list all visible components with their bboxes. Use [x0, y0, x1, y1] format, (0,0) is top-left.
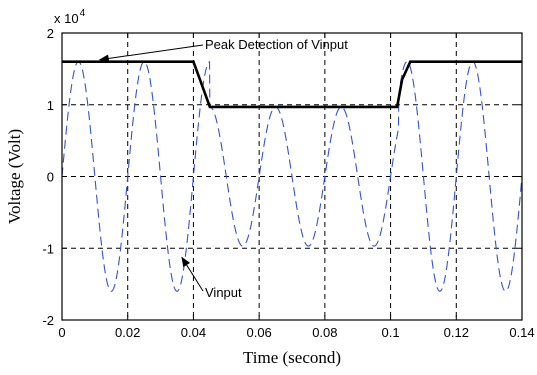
- x-axis-title: Time (second): [243, 348, 341, 367]
- y-exponent-base: x 10: [54, 11, 79, 26]
- y-tick-label: 1: [47, 98, 54, 113]
- tick-labels: 0 0.02 0.04 0.06 0.08 0.1 0.12 0.14 -2 -1 0 1 2: [42, 26, 534, 340]
- x-tick-label: 0.04: [181, 325, 206, 340]
- annotation-vinput: Vinput: [205, 285, 242, 300]
- annotation-arrow: [98, 44, 204, 63]
- y-tick-label: -1: [42, 241, 54, 256]
- x-tick-label: 0.12: [444, 325, 469, 340]
- series-peak-detection-line: [62, 60, 522, 109]
- x-tick-label: 0.08: [312, 325, 337, 340]
- x-tick-label: 0.02: [115, 325, 140, 340]
- annotation-peak-detection: Peak Detection of Vinput: [205, 37, 348, 52]
- annotation-arrow: [181, 256, 204, 292]
- y-exponent-power: 4: [80, 8, 86, 19]
- y-tick-label: 0: [47, 170, 54, 185]
- y-tick-label: -2: [42, 313, 54, 328]
- y-exponent-label: x 104: [54, 8, 86, 26]
- x-tick-label: 0.06: [246, 325, 271, 340]
- plot-series: [61, 60, 523, 292]
- x-tick-label: 0.1: [382, 325, 400, 340]
- y-axis-title: Voltage (Volt): [5, 129, 24, 224]
- series-vinput-line: [61, 60, 523, 292]
- x-tick-label: 0: [58, 325, 65, 340]
- y-tick-label: 2: [47, 26, 54, 41]
- x-tick-label: 0.14: [509, 325, 534, 340]
- annotations: Peak Detection of Vinput Vinput: [98, 37, 348, 300]
